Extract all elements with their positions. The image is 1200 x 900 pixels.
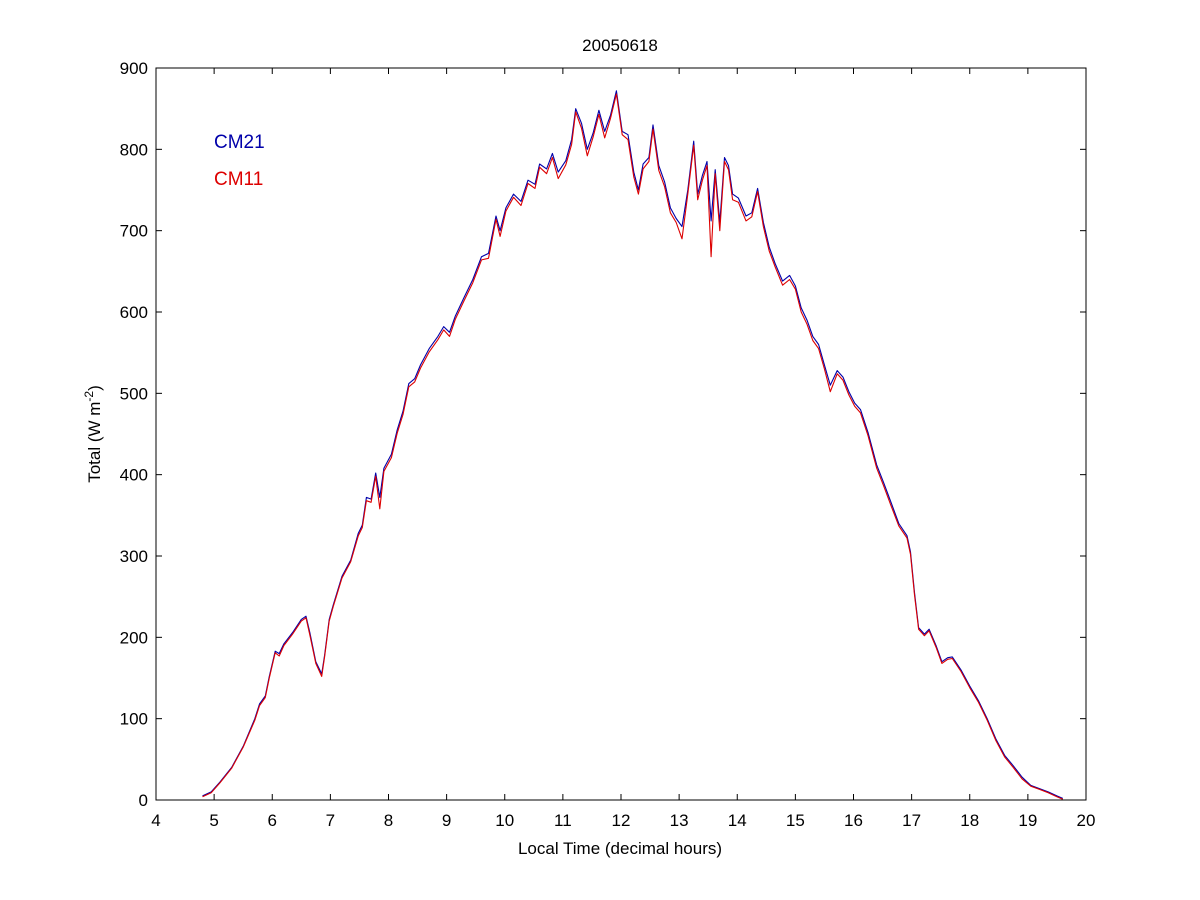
y-axis-label-tail: ) [85,385,104,391]
y-tick-label: 100 [120,710,148,729]
y-tick-label: 600 [120,303,148,322]
y-axis-label-superscript: -2 [82,391,96,402]
x-tick-label: 17 [902,811,921,830]
x-axis-label: Local Time (decimal hours) [518,839,722,858]
x-tick-label: 7 [326,811,335,830]
y-tick-label: 500 [120,384,148,403]
x-tick-label: 20 [1077,811,1096,830]
legend-entry-cm11: CM11 [214,169,263,190]
y-tick-label: 800 [120,140,148,159]
y-axis-ticks: 0 100 200 300 400 500 600 700 800 900 [120,59,1086,810]
x-tick-label: 5 [209,811,218,830]
y-axis-label: Total (W m-2) [82,385,104,483]
x-tick-label: 9 [442,811,451,830]
legend: CM21 CM11 [214,132,265,190]
series-line-cm21 [202,90,1064,799]
x-axis-ticks: 4 5 6 7 8 9 10 11 12 13 14 15 16 17 18 19 20 [151,68,1095,830]
y-tick-label: 900 [120,59,148,78]
x-tick-label: 16 [844,811,863,830]
y-tick-label: 0 [139,791,148,810]
x-tick-label: 4 [151,811,160,830]
x-tick-label: 11 [554,811,572,830]
legend-entry-cm21: CM21 [214,132,265,153]
series-line-cm11 [202,93,1064,800]
y-tick-label: 200 [120,628,148,647]
y-tick-label: 700 [120,222,148,241]
x-tick-label: 15 [786,811,805,830]
y-tick-label: 400 [120,466,148,485]
y-tick-label: 300 [120,547,148,566]
x-tick-label: 12 [612,811,631,830]
x-tick-label: 8 [384,811,393,830]
y-axis-label-base: Total (W m [85,402,104,483]
x-tick-label: 6 [268,811,277,830]
x-tick-label: 10 [495,811,514,830]
x-tick-label: 19 [1018,811,1037,830]
x-tick-label: 14 [728,811,747,830]
x-tick-label: 18 [960,811,979,830]
chart-title: 20050618 [582,36,658,55]
x-tick-label: 13 [670,811,689,830]
series-layer [202,90,1064,800]
